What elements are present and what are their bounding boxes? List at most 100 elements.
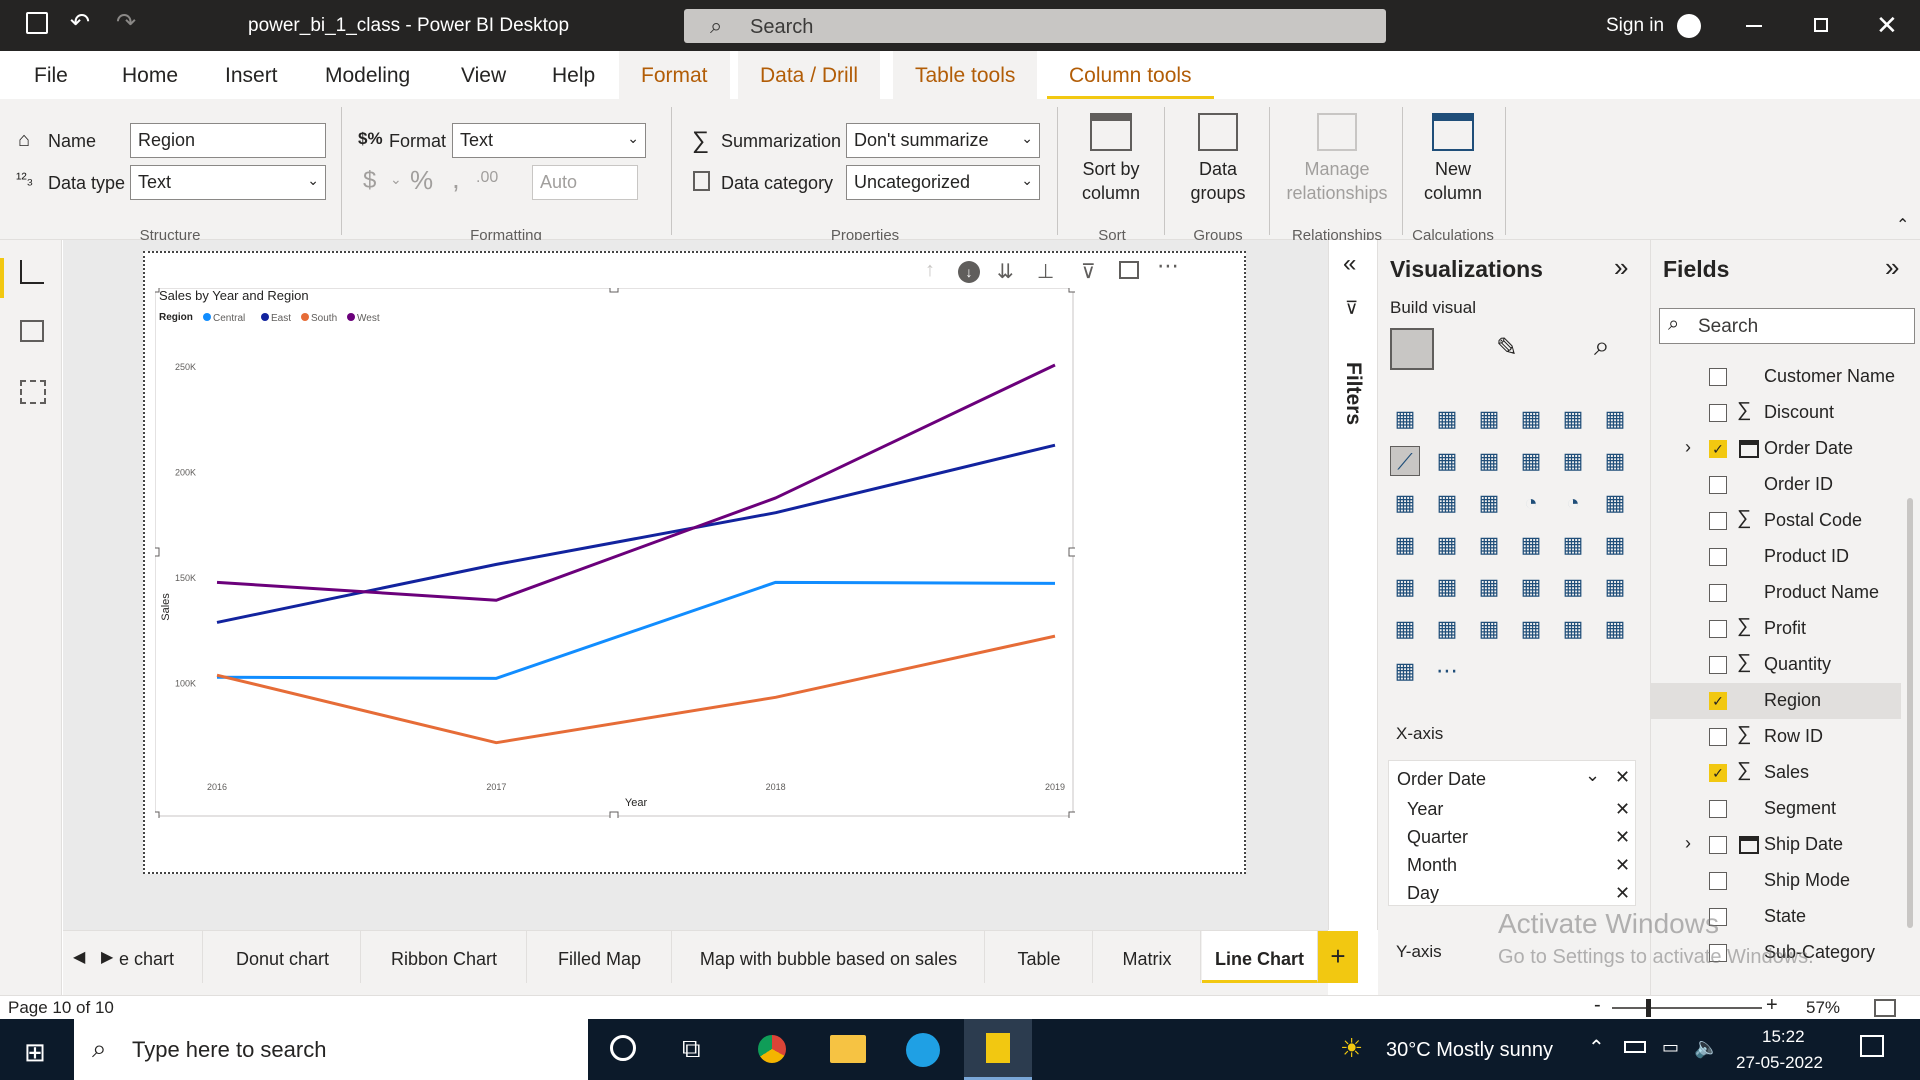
chevron-down-icon[interactable]: ⌄ xyxy=(390,171,402,187)
expand-hierarchy-icon[interactable]: ⊥ xyxy=(1037,261,1055,283)
format-visual-tab[interactable]: ✎ xyxy=(1496,332,1518,362)
next-level-icon[interactable]: ⇊ xyxy=(997,261,1014,283)
minimize-icon[interactable] xyxy=(1746,25,1762,27)
tab-data-drill[interactable]: Data / Drill xyxy=(738,51,881,99)
tab-format[interactable]: Format xyxy=(619,51,730,99)
power-bi-taskbar-button[interactable] xyxy=(964,1019,1032,1080)
donut-icon[interactable]: ◔ xyxy=(1566,490,1580,515)
scrollbar[interactable] xyxy=(1907,498,1913,928)
filled-map-icon[interactable]: ▦ xyxy=(1436,532,1458,557)
field-checkbox[interactable] xyxy=(1709,872,1727,890)
remove-month-icon[interactable]: ✕ xyxy=(1615,855,1631,875)
fit-to-page-icon[interactable] xyxy=(1874,999,1896,1017)
name-input[interactable]: Region xyxy=(130,123,326,158)
slicer-icon[interactable]: ▦ xyxy=(1394,574,1416,599)
file-explorer-icon[interactable] xyxy=(830,1035,866,1063)
more-options-icon[interactable]: ⋯ xyxy=(1157,253,1179,278)
page-tab[interactable]: Filled Map xyxy=(528,931,672,983)
resize-handle[interactable] xyxy=(155,547,160,557)
decimals-input[interactable]: Auto xyxy=(532,165,638,200)
field-checkbox[interactable] xyxy=(1709,368,1727,386)
build-visual-tab[interactable] xyxy=(1390,328,1434,370)
resize-handle[interactable] xyxy=(1068,288,1075,293)
manage-relationships-button[interactable]: Manage relationships xyxy=(1276,113,1398,205)
page-tab-active[interactable]: Line Chart xyxy=(1202,931,1318,983)
field-checkbox[interactable]: ✓ xyxy=(1709,764,1727,782)
field-checkbox[interactable] xyxy=(1709,836,1727,854)
zoom-out-icon[interactable]: - xyxy=(1594,994,1601,1016)
field-checkbox[interactable] xyxy=(1709,404,1727,422)
percent-icon[interactable]: % xyxy=(410,165,434,195)
avatar[interactable] xyxy=(1677,14,1701,38)
stacked-area-icon[interactable]: ▦ xyxy=(1478,448,1500,473)
multirow-card-icon[interactable]: ▦ xyxy=(1562,532,1584,557)
field-item[interactable]: ∑ Quantity xyxy=(1651,647,1901,683)
field-item[interactable]: State xyxy=(1651,899,1901,935)
field-item[interactable]: Order ID xyxy=(1651,467,1901,503)
field-item[interactable]: ✓ ∑ Sales xyxy=(1651,755,1901,791)
decimal-icon[interactable]: .00 xyxy=(476,169,499,186)
drill-up-icon[interactable]: ↑ xyxy=(925,259,935,281)
fields-search-input[interactable]: ⌕ Search xyxy=(1659,308,1915,344)
redo-icon[interactable]: ↷ xyxy=(116,9,137,36)
field-checkbox[interactable] xyxy=(1709,548,1727,566)
tab-home[interactable]: Home xyxy=(122,64,179,87)
add-page-button[interactable]: + xyxy=(1318,931,1358,983)
tab-column-tools[interactable]: Column tools xyxy=(1047,51,1214,99)
resize-handle[interactable] xyxy=(609,811,619,818)
matrix-icon[interactable]: ▦ xyxy=(1478,574,1500,599)
page-tab[interactable]: Donut chart xyxy=(205,931,361,983)
line-column-icon[interactable]: ▦ xyxy=(1520,448,1542,473)
field-item[interactable]: ∑ Discount xyxy=(1651,395,1901,431)
decomposition-tree-icon[interactable]: ▦ xyxy=(1394,616,1416,641)
zoom-slider[interactable] xyxy=(1612,999,1762,1017)
taskbar-search[interactable]: ⌕ Type here to search xyxy=(74,1019,588,1080)
windows-start-icon[interactable]: ⊞ xyxy=(24,1037,46,1067)
remove-year-icon[interactable]: ✕ xyxy=(1615,799,1631,819)
summarization-select[interactable]: Don't summarize ⌄ xyxy=(846,123,1040,158)
scroll-left-icon[interactable]: ◀ xyxy=(73,949,86,966)
expand-icon[interactable]: « xyxy=(1343,250,1357,277)
datatype-select[interactable]: Text ⌄ xyxy=(130,165,326,200)
paginated-icon[interactable]: ▦ xyxy=(1520,616,1542,641)
tab-help[interactable]: Help xyxy=(552,64,596,87)
tab-file[interactable]: File xyxy=(34,64,68,87)
undo-icon[interactable]: ↶ xyxy=(70,9,91,36)
series-line-south[interactable] xyxy=(216,634,1056,745)
field-item[interactable]: ∑ Profit xyxy=(1651,611,1901,647)
stacked-bar-icon[interactable]: ▦ xyxy=(1394,406,1416,431)
100-bar-icon[interactable]: ▦ xyxy=(1562,406,1584,431)
chevron-down-icon[interactable]: ⌄ xyxy=(1585,765,1601,785)
field-checkbox[interactable] xyxy=(1709,800,1727,818)
treemap-icon[interactable]: ▦ xyxy=(1604,490,1626,515)
analytics-tab[interactable]: ⌕ xyxy=(1594,330,1610,361)
resize-handle[interactable] xyxy=(1068,811,1075,818)
data-groups-button[interactable]: Data groups xyxy=(1173,113,1263,205)
field-checkbox[interactable] xyxy=(1709,476,1727,494)
chevron-up-icon[interactable]: ⌃ xyxy=(1588,1037,1605,1059)
power-apps-icon[interactable]: ▦ xyxy=(1604,616,1626,641)
kpi-icon[interactable]: ▦ xyxy=(1604,532,1626,557)
chrome-icon[interactable] xyxy=(756,1033,788,1065)
clustered-bar-icon[interactable]: ▦ xyxy=(1478,406,1500,431)
field-item[interactable]: ∑ Postal Code xyxy=(1651,503,1901,539)
collapse-ribbon-icon[interactable]: ⌃ xyxy=(1896,217,1910,234)
area-icon[interactable]: ▦ xyxy=(1436,448,1458,473)
qa-icon[interactable]: ▦ xyxy=(1436,616,1458,641)
zoom-thumb[interactable] xyxy=(1646,999,1651,1017)
page-tab[interactable]: Matrix xyxy=(1094,931,1201,983)
comma-icon[interactable]: , xyxy=(452,163,460,194)
tab-insert[interactable]: Insert xyxy=(225,64,278,87)
save-icon[interactable] xyxy=(26,12,48,34)
new-column-button[interactable]: New column xyxy=(1410,113,1496,205)
field-item[interactable]: Product Name xyxy=(1651,575,1901,611)
field-checkbox[interactable] xyxy=(1709,656,1727,674)
restore-icon[interactable] xyxy=(1814,18,1828,32)
task-view-icon[interactable]: ⧉ xyxy=(682,1033,701,1063)
resize-handle[interactable] xyxy=(609,288,619,293)
zoom-in-icon[interactable]: + xyxy=(1766,994,1778,1016)
tab-modeling[interactable]: Modeling xyxy=(325,64,411,87)
notifications-icon[interactable] xyxy=(1860,1035,1884,1057)
report-view-icon[interactable] xyxy=(20,260,44,284)
line-chart[interactable]: Sales by Year and Region Region Central Eas… xyxy=(155,288,1075,818)
